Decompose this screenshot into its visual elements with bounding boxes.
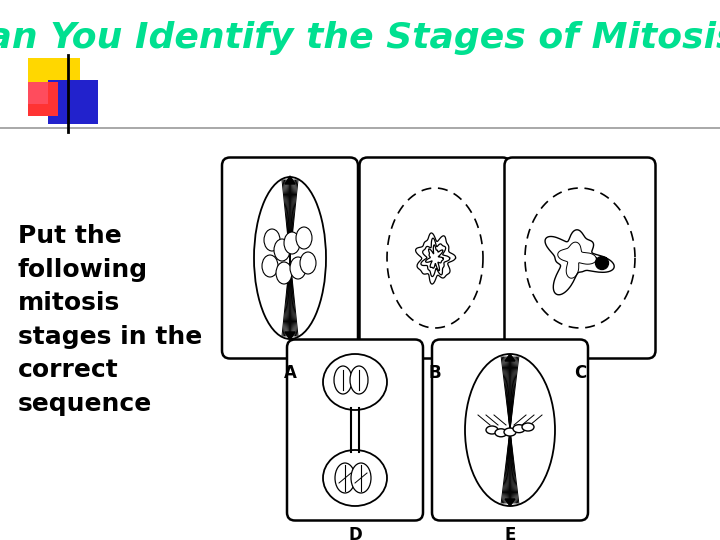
Text: Can You Identify the Stages of Mitosis?: Can You Identify the Stages of Mitosis? xyxy=(0,21,720,55)
Polygon shape xyxy=(505,354,515,361)
FancyBboxPatch shape xyxy=(432,340,588,521)
Ellipse shape xyxy=(284,232,300,254)
Text: A: A xyxy=(284,363,297,381)
Ellipse shape xyxy=(595,256,608,269)
FancyBboxPatch shape xyxy=(505,158,655,359)
Ellipse shape xyxy=(513,424,525,433)
Text: C: C xyxy=(574,363,586,381)
Polygon shape xyxy=(505,499,515,506)
Ellipse shape xyxy=(323,354,387,410)
Ellipse shape xyxy=(323,450,387,506)
Ellipse shape xyxy=(504,428,516,436)
Ellipse shape xyxy=(276,262,292,284)
Ellipse shape xyxy=(334,366,352,394)
Ellipse shape xyxy=(254,177,326,339)
Ellipse shape xyxy=(522,423,534,431)
FancyBboxPatch shape xyxy=(359,158,510,359)
FancyBboxPatch shape xyxy=(287,340,423,521)
Ellipse shape xyxy=(296,227,312,249)
Polygon shape xyxy=(285,332,295,340)
Ellipse shape xyxy=(486,426,498,434)
Bar xyxy=(28,82,48,104)
Ellipse shape xyxy=(465,354,555,506)
Bar xyxy=(28,82,58,116)
Bar xyxy=(48,80,98,124)
Ellipse shape xyxy=(350,366,368,394)
Ellipse shape xyxy=(335,463,355,493)
Bar xyxy=(28,58,80,102)
Text: B: B xyxy=(428,363,441,381)
Text: Put the
following
mitosis
stages in the
correct
sequence: Put the following mitosis stages in the … xyxy=(18,224,202,416)
Ellipse shape xyxy=(274,239,290,261)
Ellipse shape xyxy=(300,252,316,274)
FancyBboxPatch shape xyxy=(222,158,358,359)
Ellipse shape xyxy=(264,229,280,251)
Text: E: E xyxy=(504,525,516,540)
Ellipse shape xyxy=(262,255,278,277)
Polygon shape xyxy=(545,230,614,295)
Ellipse shape xyxy=(351,463,371,493)
Text: D: D xyxy=(348,525,362,540)
Ellipse shape xyxy=(290,257,306,279)
Polygon shape xyxy=(285,176,295,184)
Ellipse shape xyxy=(495,429,507,437)
